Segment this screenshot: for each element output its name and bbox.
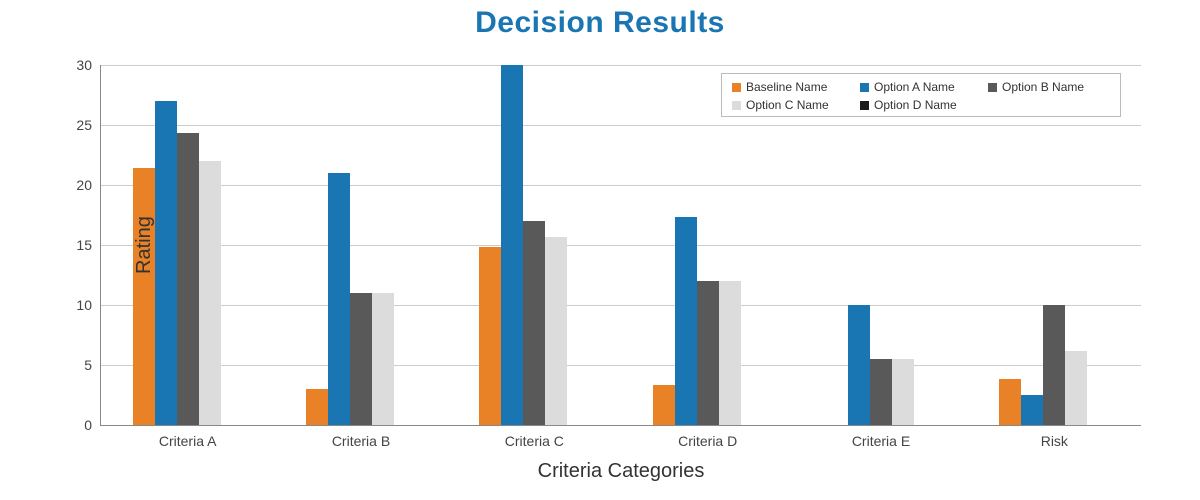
bar — [479, 247, 501, 425]
legend-item: Baseline Name — [732, 80, 842, 94]
bar — [328, 173, 350, 425]
legend-item: Option C Name — [732, 98, 842, 112]
y-tick-label: 0 — [52, 417, 92, 433]
bar — [306, 389, 328, 425]
legend-swatch — [988, 83, 997, 92]
gridline — [101, 65, 1141, 66]
y-tick-label: 10 — [52, 297, 92, 313]
bar — [501, 65, 523, 425]
x-tick-label: Criteria E — [852, 433, 910, 449]
bar — [697, 281, 719, 425]
legend-label: Option D Name — [874, 98, 957, 112]
bar — [999, 379, 1021, 425]
legend-item: Option B Name — [988, 80, 1098, 94]
bar — [719, 281, 741, 425]
legend-label: Baseline Name — [746, 80, 827, 94]
bar — [675, 217, 697, 425]
plot-area: Criteria ACriteria BCriteria CCriteria D… — [100, 65, 1141, 426]
x-tick-label: Criteria A — [159, 433, 217, 449]
bar — [1043, 305, 1065, 425]
legend-label: Option A Name — [874, 80, 955, 94]
bar — [1065, 351, 1087, 425]
legend-swatch — [860, 101, 869, 110]
bar — [892, 359, 914, 425]
x-axis-label: Criteria Categories — [101, 460, 1141, 483]
legend-item: Option A Name — [860, 80, 970, 94]
gridline — [101, 365, 1141, 366]
legend-label: Option B Name — [1002, 80, 1084, 94]
legend-swatch — [860, 83, 869, 92]
gridline — [101, 185, 1141, 186]
legend-swatch — [732, 101, 741, 110]
legend-item: Option D Name — [860, 98, 970, 112]
x-tick-label: Criteria B — [332, 433, 390, 449]
bar — [523, 221, 545, 425]
bar — [545, 237, 567, 425]
bar — [350, 293, 372, 425]
bar — [653, 385, 675, 425]
y-tick-label: 25 — [52, 117, 92, 133]
bar — [177, 133, 199, 425]
chart-title: Decision Results — [0, 6, 1200, 40]
y-tick-label: 30 — [52, 57, 92, 73]
gridline — [101, 245, 1141, 246]
bar — [848, 305, 870, 425]
bar — [155, 101, 177, 425]
bar — [199, 161, 221, 425]
bar — [1021, 395, 1043, 425]
y-axis-label: Rating — [133, 65, 156, 425]
legend-swatch — [732, 83, 741, 92]
x-tick-label: Risk — [1041, 433, 1068, 449]
x-tick-label: Criteria D — [678, 433, 737, 449]
bar — [372, 293, 394, 425]
gridline — [101, 305, 1141, 306]
y-tick-label: 5 — [52, 357, 92, 373]
x-tick-label: Criteria C — [505, 433, 564, 449]
gridline — [101, 125, 1141, 126]
y-tick-label: 20 — [52, 177, 92, 193]
chart-container: Decision Results Criteria ACriteria BCri… — [0, 0, 1200, 500]
legend: Baseline Name Option A Name Option B Name O… — [721, 73, 1121, 117]
legend-label: Option C Name — [746, 98, 829, 112]
bar — [870, 359, 892, 425]
y-tick-label: 15 — [52, 237, 92, 253]
